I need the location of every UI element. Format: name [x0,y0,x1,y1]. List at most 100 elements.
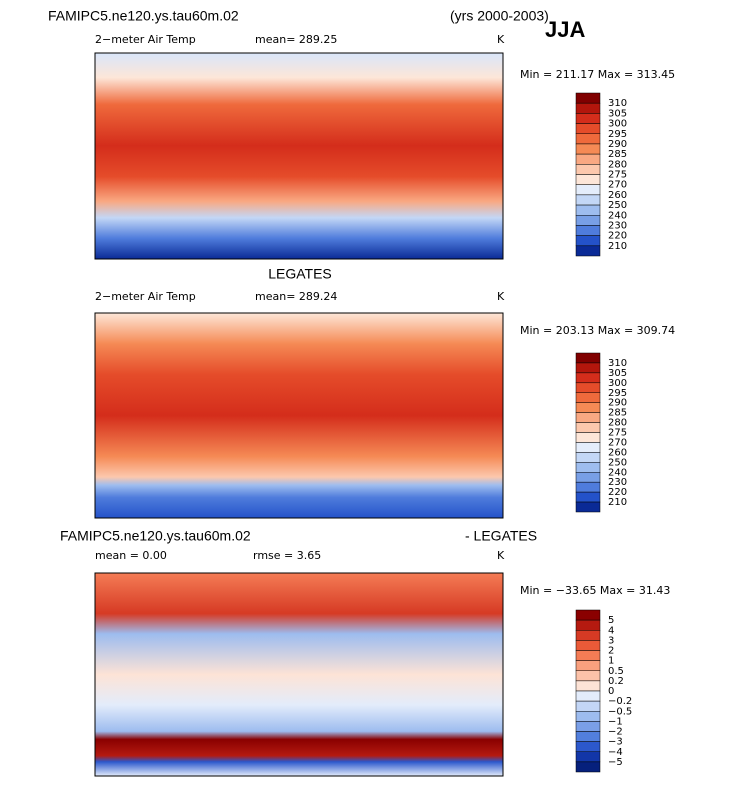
colorbar-label: 250 [608,457,627,468]
colorbar-box [575,619,601,631]
colorbar-box [575,102,601,114]
colorbar-box [575,660,601,671]
rmse: rmse = 3.65 [253,549,321,562]
colorbar-label: 250 [608,200,627,211]
colorbar-label: −1 [608,716,623,727]
colorbar-label: 275 [608,428,627,439]
map [94,572,504,777]
colorbar-label: −5 [608,757,623,768]
colorbar-label: 240 [608,210,627,221]
colorbar-box [575,721,601,732]
panel-title: FAMIPC5.ne120.ys.tau60m.02 [60,528,251,544]
colorbar-box [575,640,601,651]
colorbar-label: 270 [608,180,627,191]
colorbar-label: 4 [608,625,614,636]
colorbar-box [575,164,601,175]
colorbar-box [575,452,601,463]
min-max: Min = 203.13 Max = 309.74 [520,324,675,337]
colorbar-box [575,481,601,493]
mean: mean= 289.25 [255,33,337,46]
min-max: Min = 211.17 Max = 313.45 [520,68,675,81]
colorbar-box [575,442,601,453]
colorbar-label: 5 [608,615,614,626]
colorbar-box [575,711,601,722]
colorbar-label: −4 [608,747,623,758]
colorbar-label: −0.2 [608,696,632,707]
panel-title-right: - LEGATES [465,528,537,544]
colorbar-box [575,204,601,216]
colorbar-box [575,630,601,641]
colorbar-box [575,690,601,702]
colorbar-label: 310 [608,98,627,109]
colorbar-label: 290 [608,139,627,150]
colorbar-label: 275 [608,170,627,181]
colorbar-label: 1 [608,656,614,667]
colorbar-box [575,372,601,384]
colorbar-label: 310 [608,358,627,369]
colorbar-box [575,501,601,513]
colorbar-box [575,422,601,433]
colorbar-box [575,153,601,165]
colorbar-box [575,609,601,621]
colorbar-label: 0 [608,686,614,697]
colorbar-box [575,194,601,206]
colorbar-box [575,731,601,742]
colorbar-label: 230 [608,220,627,231]
colorbar-box [575,670,601,682]
units: K [497,33,505,46]
colorbar-box [575,761,601,773]
season: JJA [545,17,585,42]
colorbar-box [575,362,601,374]
colorbar-label: 210 [608,497,627,508]
colorbar-box [575,245,601,257]
field-name: 2−meter Air Temp [95,33,196,46]
colorbar-box [575,133,601,145]
field-name: 2−meter Air Temp [95,290,196,303]
colorbar-box [575,751,601,763]
colorbar-label: 240 [608,467,627,478]
colorbar-box [575,123,601,134]
units: K [497,290,505,303]
colorbar-label: 285 [608,149,627,160]
colorbar-label: −2 [608,727,623,738]
years: (yrs 2000-2003) [450,8,549,24]
colorbar-box [575,392,601,403]
colorbar-label: 3 [608,635,614,646]
map [94,52,504,260]
colorbar-box [575,491,601,503]
map [94,312,504,519]
colorbar-label: 220 [608,231,627,242]
colorbar-label: 300 [608,378,627,389]
min-max: Min = −33.65 Max = 31.43 [520,584,670,597]
colorbar-box [575,92,601,104]
colorbar-label: −0.5 [608,706,632,717]
colorbar-label: 300 [608,119,627,130]
colorbar-label: 260 [608,190,627,201]
colorbar-box [575,352,601,364]
colorbar-label: −3 [608,737,623,748]
colorbar-box [575,700,601,712]
colorbar-label: 0.5 [608,666,624,677]
colorbar-label: 230 [608,477,627,488]
colorbar-label: 290 [608,398,627,409]
mean: mean = 0.00 [95,549,167,562]
colorbar-label: 285 [608,408,627,419]
colorbar-label: 295 [608,388,627,399]
colorbar-box [575,412,601,423]
colorbar-box [575,225,601,236]
colorbar-box [575,680,601,692]
colorbar-label: 260 [608,447,627,458]
colorbar-box [575,402,601,413]
colorbar-label: 0.2 [608,676,624,687]
mean: mean= 289.24 [255,290,337,303]
colorbar-label: 280 [608,418,627,429]
colorbar-label: 305 [608,108,627,119]
colorbar-label: 2 [608,646,614,657]
colorbar-label: 305 [608,368,627,379]
colorbar-box [575,113,601,124]
case-title: FAMIPC5.ne120.ys.tau60m.02 [48,8,239,24]
colorbar-box [575,174,601,185]
colorbar-box [575,184,601,196]
colorbar-label: 220 [608,487,627,498]
